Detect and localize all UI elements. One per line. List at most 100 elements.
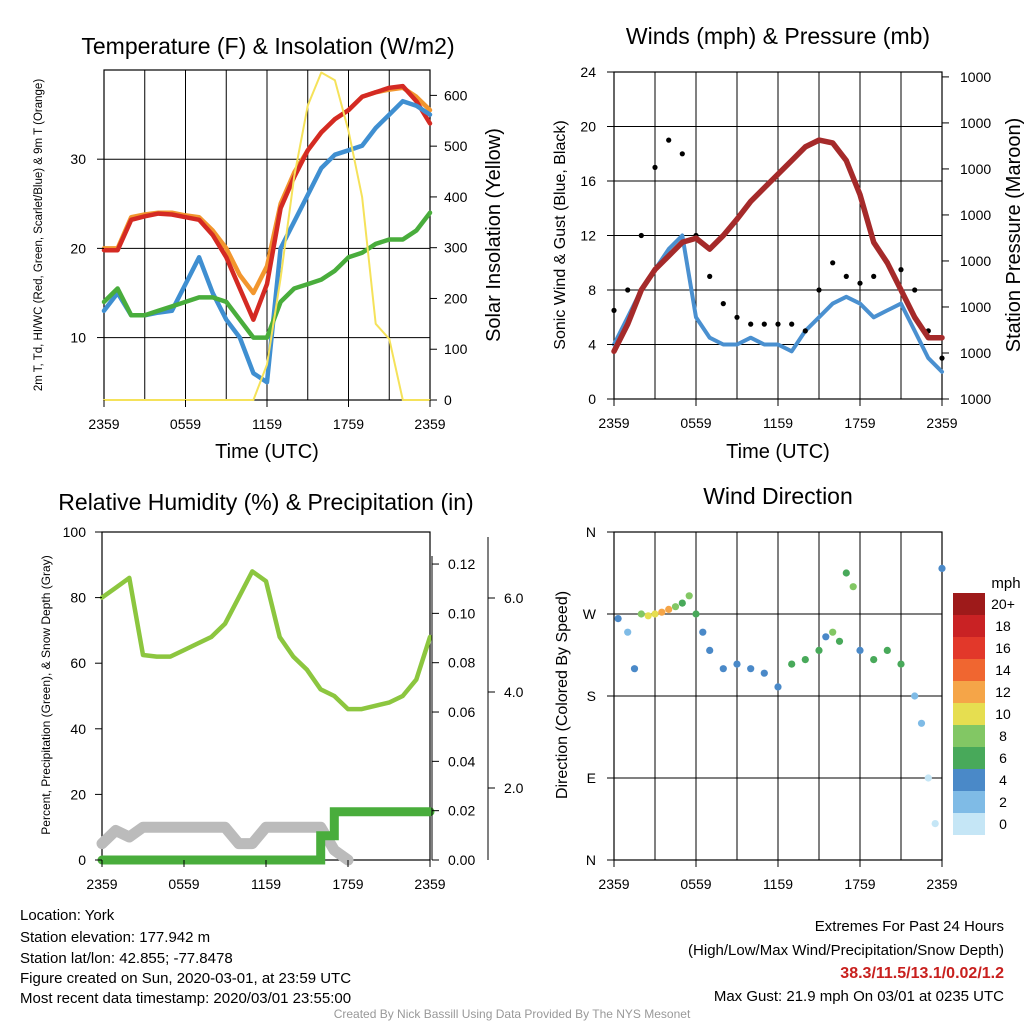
y2-tick-label: 1000 [960, 161, 991, 177]
x-tick-label-2359: 2359 [414, 876, 445, 892]
y-tick-label-20: 20 [70, 786, 86, 802]
winds-y-label: Sonic Wind & Gust (Blue, Black) [552, 120, 569, 349]
winds-x-label: Time (UTC) [726, 441, 830, 463]
temperature-panel: Temperature (F) & Insolation (W/m2) 2359… [33, 33, 505, 463]
colorbar-label: 12 [995, 684, 1011, 700]
colorbar-label: 14 [995, 662, 1011, 678]
direction-point [699, 628, 707, 636]
colorbar-label: 16 [995, 640, 1011, 656]
colorbar-label: 4 [999, 772, 1007, 788]
direction-point [614, 615, 622, 623]
speed-colorbar: 20+ 18 16 14 12 10 8 6 4 2 0 [953, 593, 1015, 835]
colorbar-label: 8 [999, 728, 1007, 744]
x-tick-label-2359: 2359 [926, 415, 957, 431]
direction-tick-N: N [586, 524, 596, 540]
humidity-y-label: Percent, Precipitation (Green), & Snow D… [39, 555, 53, 834]
temperature-series-line-4 [103, 71, 431, 401]
direction-point [658, 608, 666, 616]
winds-y-ticks: 0 4 8 12 16 20 24 [580, 64, 614, 407]
direction-tick-S: S [587, 688, 596, 704]
y-tick-label-20: 20 [580, 119, 596, 135]
y-tick-label-16: 16 [580, 173, 596, 189]
snow-depth-tick-label: 4.0 [504, 684, 524, 700]
gust-point [652, 164, 658, 170]
wind-direction-chart-title: Wind Direction [703, 483, 853, 509]
x-tick-label-0559: 0559 [680, 415, 711, 431]
wind-direction-y-label: Direction (Colored By Speed) [554, 591, 571, 799]
temperature-y-label: 2m T, Td, HI/WC (Red, Green, Scarlet/Blu… [33, 79, 45, 391]
gust-point [775, 321, 781, 327]
x-tick-label-2359: 2359 [86, 876, 117, 892]
x-tick-label-1759: 1759 [333, 416, 364, 432]
direction-point [692, 610, 700, 618]
humidity-series [96, 569, 435, 866]
direction-point [665, 605, 673, 614]
gust-point [720, 301, 726, 307]
temperature-series-line-3 [101, 210, 433, 340]
direction-point [822, 633, 830, 641]
colorbar-swatch [953, 615, 985, 637]
x-tick-label-0559: 0559 [680, 876, 711, 892]
snow-depth-line [96, 821, 354, 866]
y-tick-label-12: 12 [580, 228, 596, 244]
direction-point [774, 683, 782, 691]
y2-tick-label-100: 100 [444, 341, 468, 357]
direction-point [835, 637, 844, 645]
direction-point [637, 610, 645, 618]
colorbar-label: 2 [999, 794, 1007, 810]
direction-point [685, 592, 693, 600]
direction-point [651, 610, 659, 618]
colorbar-label: 0 [999, 816, 1007, 832]
x-tick-label-2359: 2359 [598, 876, 629, 892]
gust-point [816, 287, 822, 293]
y-tick-label-0: 0 [78, 852, 86, 868]
y-tick-label-20: 20 [70, 240, 86, 256]
winds-chart-title: Winds (mph) & Pressure (mb) [626, 23, 930, 49]
y-tick-label-4: 4 [588, 337, 596, 353]
direction-tick-W: W [583, 606, 597, 622]
x-tick-label-2359: 2359 [88, 416, 119, 432]
x-tick-label-2359: 2359 [598, 415, 629, 431]
temperature-x-ticks: 2359 0559 1159 1759 2359 [88, 400, 446, 432]
gust-point [802, 328, 808, 334]
x-tick-label-0559: 0559 [168, 876, 199, 892]
colorbar-label: 20+ [991, 596, 1015, 612]
gust-point [679, 151, 685, 157]
y2-tick-label: 1000 [960, 391, 991, 407]
x-tick-label-1759: 1759 [332, 876, 363, 892]
insolation-y-ticks: 0 100 200 300 400 500 600 [430, 87, 468, 408]
footer-latlon: Station lat/lon: 42.855; -77.8478 [20, 950, 233, 967]
wind-direction-grid [614, 532, 942, 860]
direction-point [897, 660, 905, 668]
colorbar-swatch [953, 681, 985, 703]
direction-point [883, 646, 891, 655]
humidity-chart-title: Relative Humidity (%) & Precipitation (i… [58, 489, 473, 515]
x-tick-label-1759: 1759 [844, 876, 875, 892]
colorbar-swatch [953, 813, 985, 835]
direction-point [733, 660, 741, 668]
direction-tick-E: E [587, 770, 596, 786]
direction-point [678, 599, 686, 607]
y-tick-label-24: 24 [580, 64, 596, 80]
direction-point [747, 665, 755, 673]
direction-point [842, 569, 850, 577]
direction-point [624, 628, 632, 636]
y-tick-label-0: 0 [588, 391, 596, 407]
gust-point [666, 137, 672, 143]
y2-tick-label-300: 300 [444, 240, 468, 256]
colorbar-swatch [953, 659, 985, 681]
gust-point [939, 355, 945, 361]
direction-point [849, 583, 857, 591]
y-tick-label-10: 10 [70, 330, 86, 346]
snow-depth-tick-label: 6.0 [504, 590, 524, 606]
direction-point [788, 660, 796, 668]
precipitation-tick-label: 0.06 [448, 704, 475, 720]
footer-elevation: Station elevation: 177.942 m [20, 929, 211, 946]
colorbar-swatch [953, 637, 985, 659]
direction-point [760, 669, 768, 677]
extremes-title: Extremes For Past 24 Hours [814, 918, 1004, 935]
gust-point [761, 321, 767, 327]
precipitation-tick-label: 0.08 [448, 655, 475, 671]
temperature-chart-title: Temperature (F) & Insolation (W/m2) [81, 33, 454, 59]
x-tick-label-1159: 1159 [763, 876, 793, 892]
